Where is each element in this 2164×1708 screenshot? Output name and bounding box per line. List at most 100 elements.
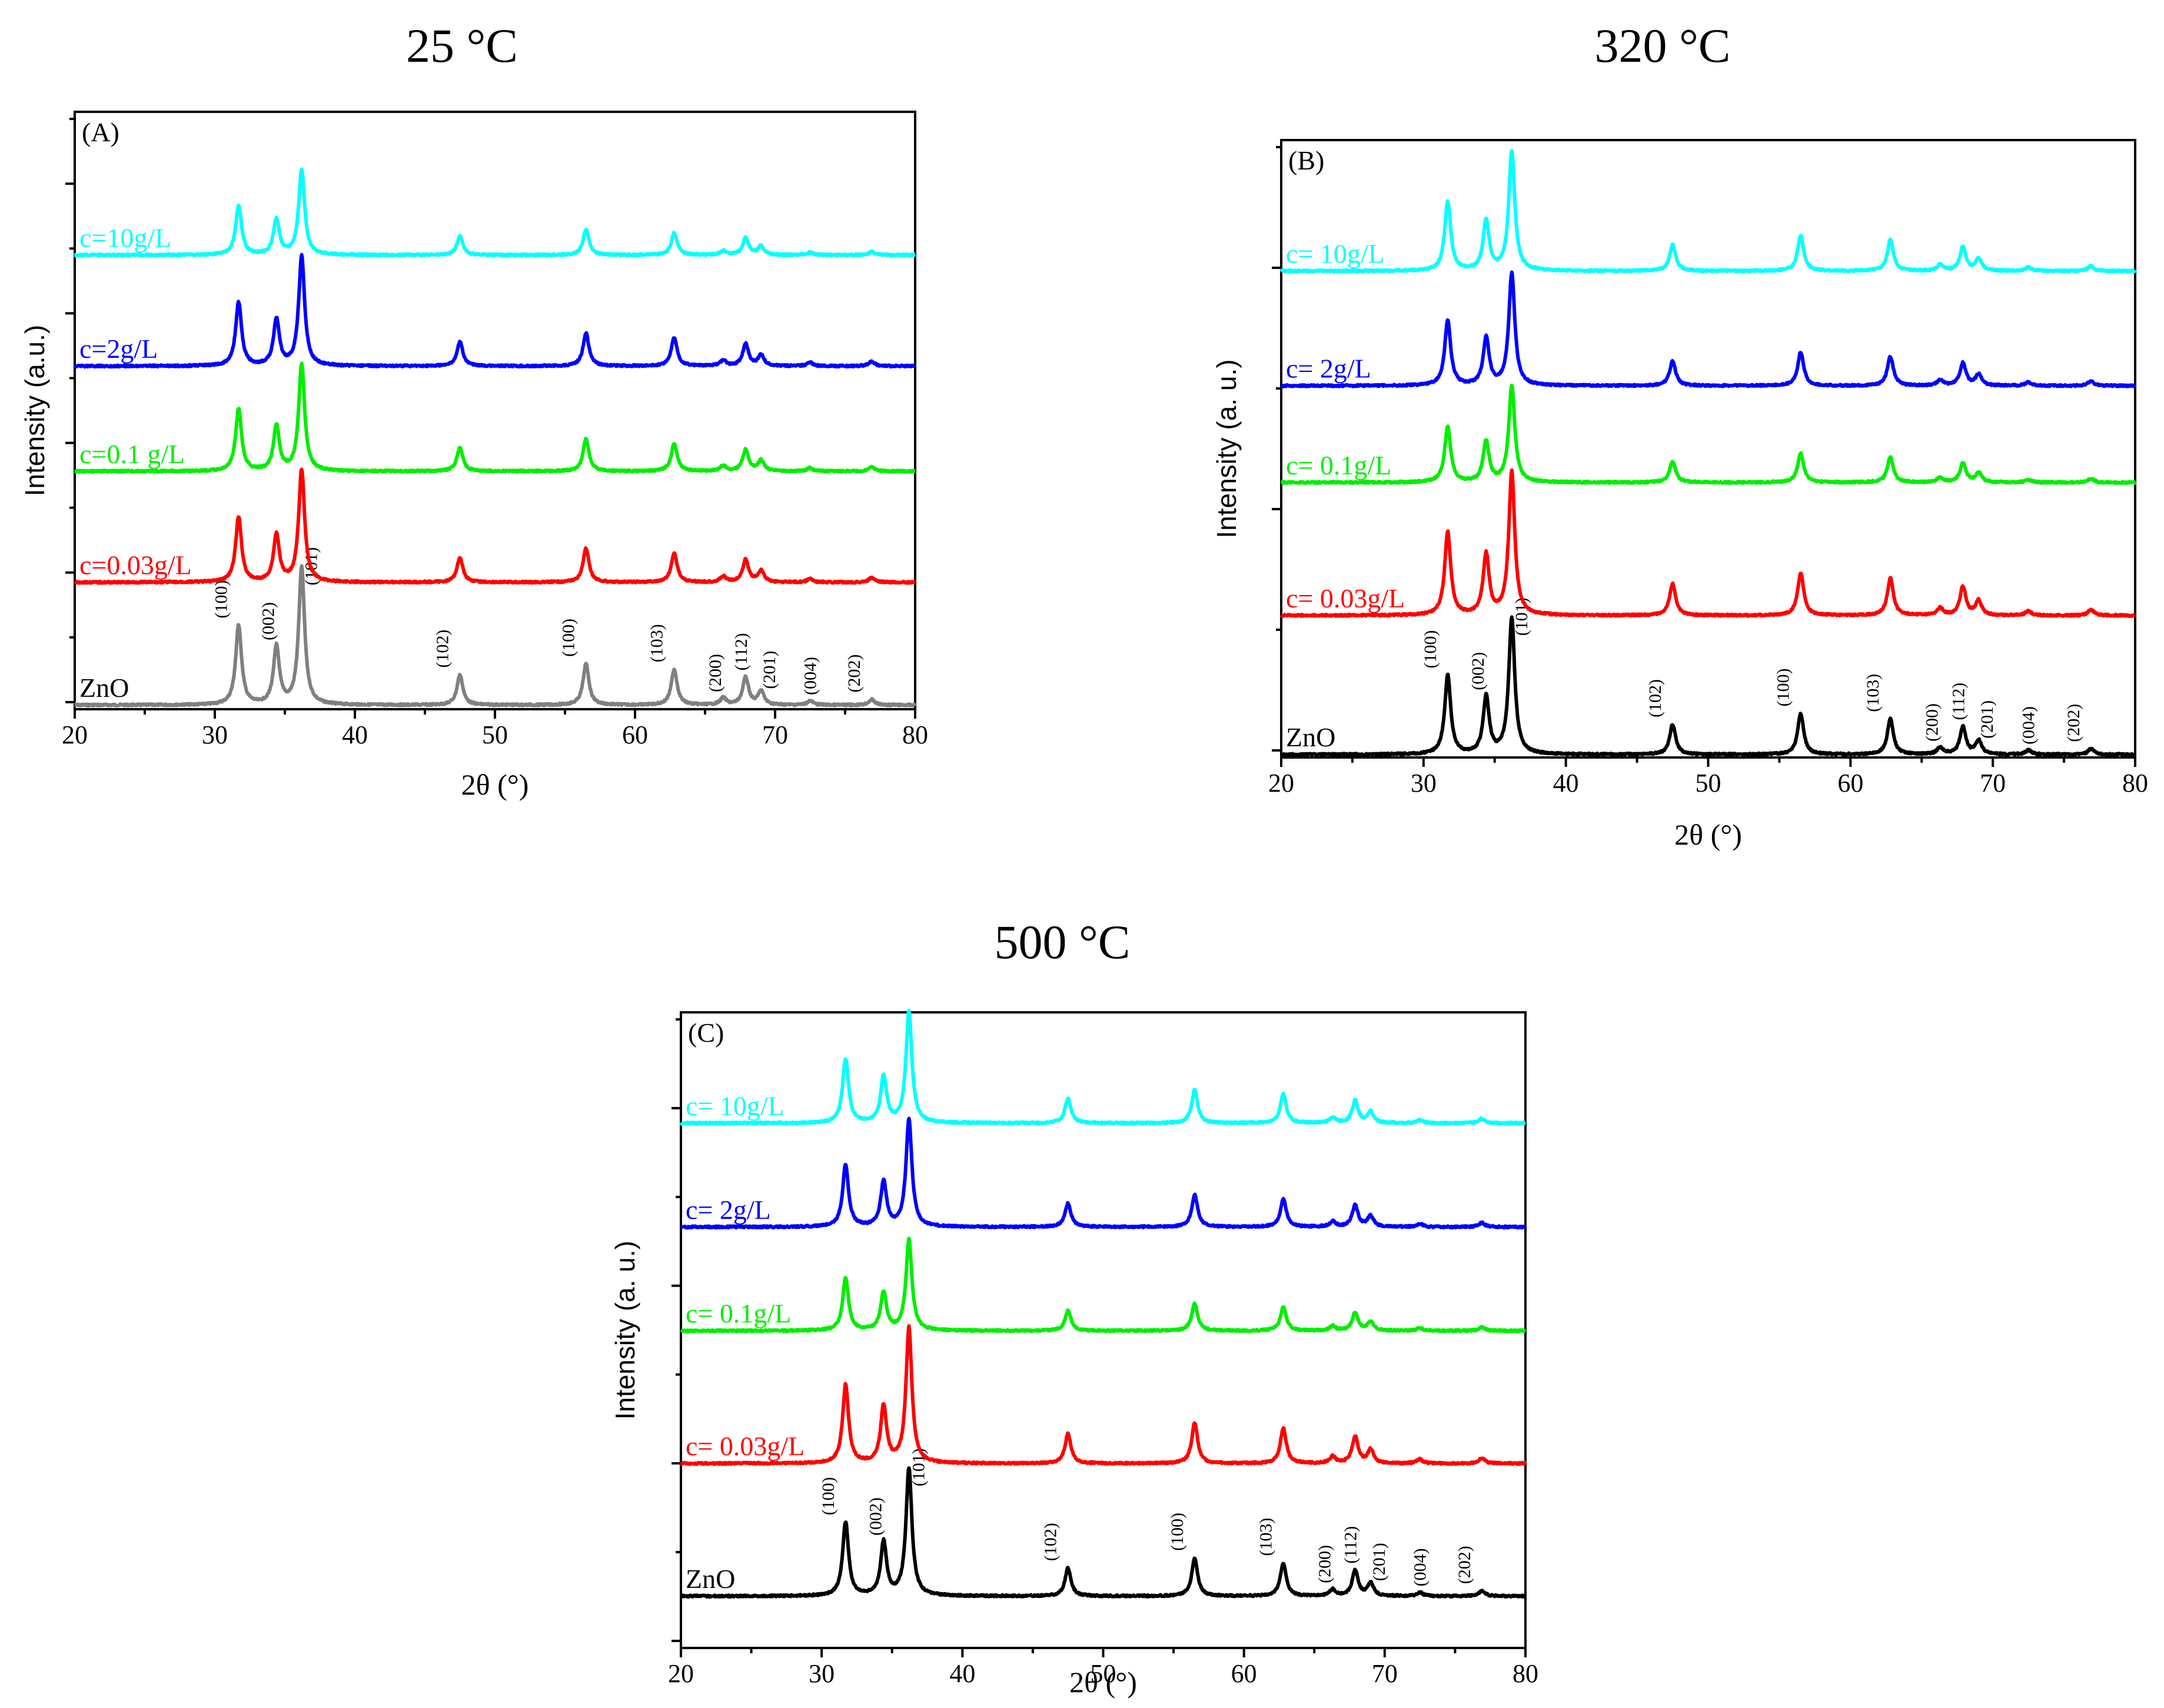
hkl-label: (103) bbox=[1863, 674, 1883, 712]
series-label: ZnO bbox=[79, 673, 129, 703]
series-label: c=10g/L bbox=[79, 222, 171, 252]
hkl-label: (112) bbox=[732, 633, 751, 670]
x-tick-label: 70 bbox=[762, 720, 788, 749]
y-axis-label: Intensity (a.u.) bbox=[19, 325, 50, 496]
panel-label: (B) bbox=[1288, 145, 1324, 175]
series-label: ZnO bbox=[686, 1564, 735, 1594]
series-label: c= 0.03g/L bbox=[1286, 583, 1405, 613]
series-line-c-0-03g-l bbox=[680, 1324, 1527, 1466]
hkl-label: (201) bbox=[1977, 700, 1997, 739]
x-tick-label: 30 bbox=[809, 1659, 835, 1688]
plot-frame bbox=[74, 111, 916, 710]
hkl-label: (103) bbox=[1256, 1518, 1276, 1556]
series-line-c-10g-l bbox=[1279, 149, 2137, 274]
series-line-c-10g-l bbox=[73, 167, 916, 258]
panel-label: (C) bbox=[688, 1018, 724, 1048]
chart-panel-A: 25 °C (A) 20 30 40 50 60 70 80 2θ (°) Intensity (a… bbox=[19, 19, 928, 801]
hkl-label: (201) bbox=[1369, 1543, 1389, 1581]
series-label: c=2g/L bbox=[79, 334, 158, 364]
series-label: c= 2g/L bbox=[1286, 354, 1371, 384]
x-axis-label: 2θ (°) bbox=[1674, 818, 1742, 851]
x-tick-label: 40 bbox=[949, 1659, 975, 1688]
hkl-label: (102) bbox=[433, 630, 453, 668]
x-tick-label: 80 bbox=[2122, 769, 2148, 797]
chart-panel-C: 500 °C (C) 20 30 40 50 60 70 80 2θ (°) Intensity (… bbox=[610, 915, 1538, 1699]
x-tick-label: 60 bbox=[622, 720, 648, 749]
hkl-label: (200) bbox=[1315, 1545, 1334, 1583]
plot-frame bbox=[1280, 139, 2136, 759]
x-tick-label: 20 bbox=[62, 720, 88, 749]
series-line-zno bbox=[74, 564, 917, 708]
hkl-label: (112) bbox=[1341, 1526, 1361, 1564]
hkl-label: (102) bbox=[1646, 679, 1665, 717]
series-line-c-0-1g-l bbox=[1280, 383, 2137, 486]
series-line-c-0-03g-l bbox=[74, 467, 916, 585]
series-label: c=0.1 g/L bbox=[79, 439, 185, 469]
hkl-label: (002) bbox=[1468, 652, 1488, 690]
x-tick-label: 70 bbox=[1980, 769, 2006, 797]
x-tick-label: 50 bbox=[1091, 1659, 1116, 1688]
hkl-label: (002) bbox=[259, 602, 278, 640]
series-line-c-10g-l bbox=[679, 1009, 1527, 1126]
x-tick-label: 30 bbox=[1411, 769, 1437, 797]
hkl-label: (100) bbox=[211, 580, 231, 619]
x-tick-label: 40 bbox=[342, 720, 368, 749]
hkl-label: (100) bbox=[559, 619, 579, 657]
series-label: c= 0.1g/L bbox=[686, 1298, 791, 1328]
series-line-c-0-03g-l bbox=[1279, 468, 2136, 619]
series-line-c-2g-l bbox=[680, 1116, 1527, 1230]
hkl-label: (004) bbox=[801, 657, 820, 695]
x-tick-label: 80 bbox=[902, 720, 928, 749]
x-axis-label: 2θ (°) bbox=[1069, 1666, 1137, 1699]
series-line-c-2g-l bbox=[1279, 270, 2137, 388]
hkl-label: (201) bbox=[760, 651, 779, 689]
x-tick-label: 40 bbox=[1553, 769, 1579, 797]
x-tick-label: 20 bbox=[1268, 769, 1294, 797]
y-axis-label: Intensity (a. u.) bbox=[610, 1241, 640, 1420]
series-label: ZnO bbox=[1286, 722, 1335, 752]
x-tick-label: 30 bbox=[202, 720, 228, 749]
hkl-label: (200) bbox=[706, 654, 725, 692]
panel-label: (A) bbox=[82, 117, 119, 147]
x-tick-label: 60 bbox=[1231, 1659, 1257, 1688]
series-label: c= 0.03g/L bbox=[686, 1431, 805, 1461]
series-line-c-0-1g-l bbox=[680, 1237, 1527, 1334]
x-tick-label: 50 bbox=[1696, 769, 1721, 797]
x-tick-label: 50 bbox=[482, 720, 508, 749]
hkl-label: (004) bbox=[2019, 706, 2039, 745]
series-line-c-0-1-g-l bbox=[74, 361, 916, 474]
hkl-label: (100) bbox=[1421, 630, 1440, 669]
hkl-label: (101) bbox=[909, 1448, 928, 1487]
hkl-label: (004) bbox=[1411, 1549, 1430, 1587]
series-label: c=0.03g/L bbox=[79, 550, 192, 580]
hkl-label: (102) bbox=[1041, 1523, 1061, 1561]
x-tick-label: 60 bbox=[1837, 769, 1863, 797]
x-tick-label: 70 bbox=[1372, 1659, 1398, 1688]
hkl-label: (103) bbox=[647, 624, 667, 662]
series-label: c= 2g/L bbox=[686, 1195, 771, 1225]
hkl-label: (100) bbox=[1168, 1513, 1187, 1551]
series-line-c-2g-l bbox=[73, 252, 916, 369]
x-tick-label: 80 bbox=[1513, 1659, 1538, 1688]
y-axis-label: Intensity (a. u.) bbox=[1211, 359, 1242, 538]
hkl-label: (100) bbox=[1774, 669, 1793, 707]
series-line-zno bbox=[680, 1466, 1527, 1599]
x-tick-label: 20 bbox=[668, 1659, 694, 1688]
hkl-label: (202) bbox=[2064, 704, 2083, 742]
chart-title: 25 °C bbox=[406, 19, 518, 72]
series-label: c= 10g/L bbox=[686, 1091, 785, 1121]
chart-title: 500 °C bbox=[995, 915, 1131, 969]
hkl-label: (202) bbox=[845, 654, 864, 693]
hkl-label: (200) bbox=[1923, 703, 1942, 742]
chart-title: 320 °C bbox=[1595, 19, 1731, 72]
series-label: c= 0.1g/L bbox=[1286, 450, 1391, 480]
hkl-label: (100) bbox=[819, 1477, 838, 1515]
x-axis-label: 2θ (°) bbox=[461, 768, 529, 801]
hkl-label: (002) bbox=[866, 1497, 885, 1536]
hkl-label: (101) bbox=[1512, 597, 1531, 636]
hkl-label: (202) bbox=[1455, 1546, 1474, 1584]
series-label: c= 10g/L bbox=[1286, 238, 1385, 268]
chart-panel-B: 320 °C (B) 20 30 40 50 60 70 80 2θ (°) Intensity (… bbox=[1211, 19, 2148, 851]
hkl-label: (112) bbox=[1949, 683, 1968, 720]
